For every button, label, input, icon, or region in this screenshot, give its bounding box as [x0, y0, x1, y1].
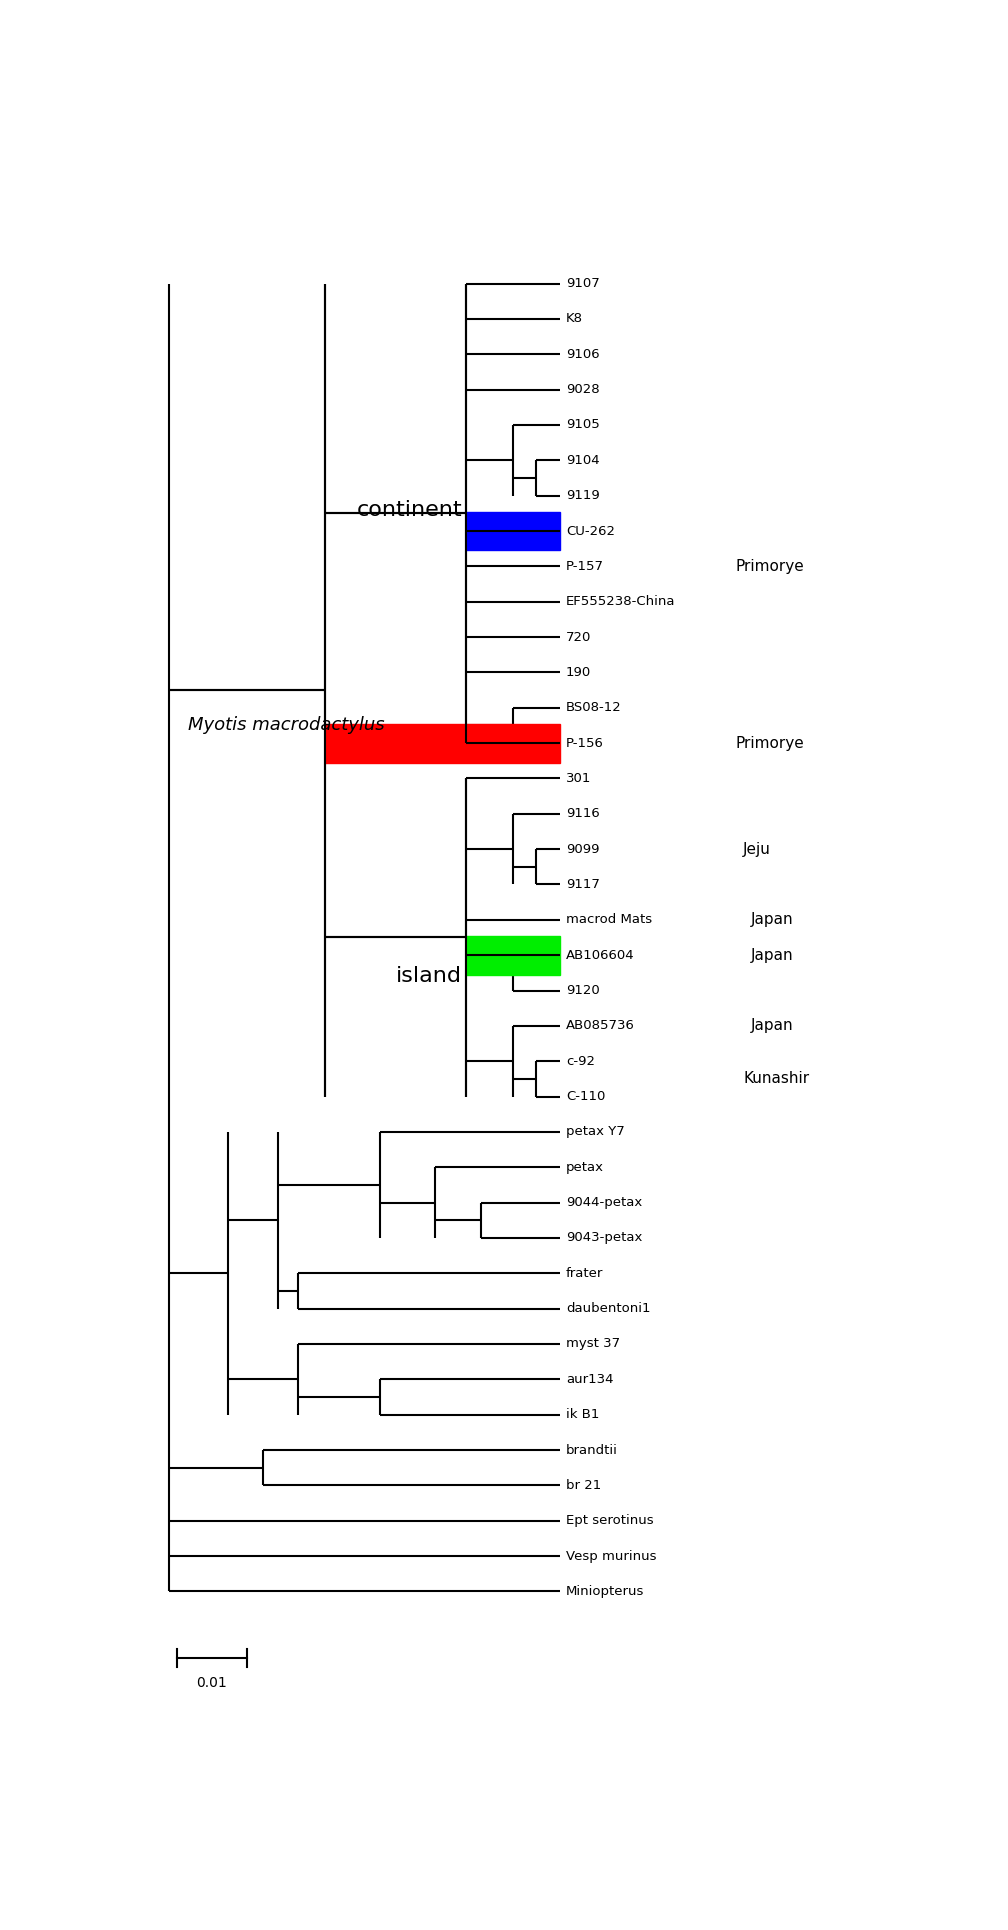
Text: Myotis macrodactylus: Myotis macrodactylus — [188, 716, 385, 735]
Text: C-110: C-110 — [565, 1090, 605, 1104]
Text: ik B1: ik B1 — [565, 1409, 599, 1420]
Text: P-156: P-156 — [565, 737, 604, 749]
Text: 9117: 9117 — [565, 878, 600, 892]
Text: 9116: 9116 — [565, 807, 600, 820]
Text: 9044-petax: 9044-petax — [565, 1197, 642, 1208]
Text: petax Y7: petax Y7 — [565, 1125, 625, 1139]
Text: CU-262: CU-262 — [565, 525, 615, 538]
Text: aur134: aur134 — [565, 1372, 613, 1386]
Bar — [466, 936, 559, 975]
Text: 9099: 9099 — [565, 843, 600, 855]
Text: BS08-12: BS08-12 — [565, 701, 622, 714]
Text: EF555238-China: EF555238-China — [565, 594, 675, 608]
Text: Japan: Japan — [751, 1019, 793, 1033]
Text: 9119: 9119 — [565, 488, 600, 502]
Text: 190: 190 — [565, 666, 591, 679]
Text: daubentoni1: daubentoni1 — [565, 1303, 650, 1314]
Text: 9028: 9028 — [565, 384, 600, 396]
Text: Primorye: Primorye — [735, 560, 804, 573]
Bar — [466, 511, 559, 550]
Text: Japan: Japan — [751, 913, 793, 926]
Text: Japan: Japan — [751, 948, 793, 963]
Text: petax: petax — [565, 1160, 604, 1173]
Text: AB085736: AB085736 — [565, 1019, 635, 1033]
Text: Vesp murinus: Vesp murinus — [565, 1550, 656, 1563]
Text: AB106604: AB106604 — [565, 950, 634, 961]
Text: K8: K8 — [565, 313, 583, 326]
Text: 9104: 9104 — [565, 454, 600, 467]
Text: Primorye: Primorye — [735, 735, 804, 751]
Text: P-157: P-157 — [565, 560, 604, 573]
Text: Ept serotinus: Ept serotinus — [565, 1515, 653, 1527]
Text: myst 37: myst 37 — [565, 1337, 620, 1351]
Text: Miniopterus: Miniopterus — [565, 1585, 644, 1598]
Text: brandtii: brandtii — [565, 1444, 618, 1457]
Text: br 21: br 21 — [565, 1478, 601, 1492]
Text: 720: 720 — [565, 631, 591, 643]
Text: 301: 301 — [565, 772, 591, 786]
Text: c-92: c-92 — [565, 1054, 595, 1067]
Text: 0.01: 0.01 — [197, 1675, 228, 1691]
Text: 9043-petax: 9043-petax — [565, 1231, 642, 1245]
Text: 9106: 9106 — [565, 347, 600, 361]
Text: 9107: 9107 — [565, 278, 600, 289]
Text: 9120: 9120 — [565, 984, 600, 998]
Bar — [326, 724, 559, 762]
Text: macrod Mats: macrod Mats — [565, 913, 652, 926]
Text: frater: frater — [565, 1266, 603, 1280]
Text: continent: continent — [356, 500, 462, 521]
Text: 9105: 9105 — [565, 419, 600, 432]
Text: island: island — [396, 965, 462, 986]
Text: Kunashir: Kunashir — [743, 1071, 809, 1087]
Text: Jeju: Jeju — [743, 841, 771, 857]
